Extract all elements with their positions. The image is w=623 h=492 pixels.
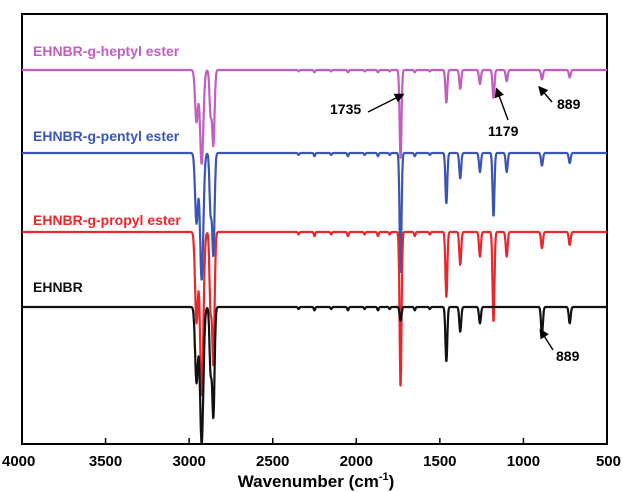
peak-annotations: 1735 1179 889 889 [330, 85, 581, 364]
spectrum-traces [21, 68, 608, 445]
x-axis-ticks: 4000 3500 3000 2500 2000 1500 1000 500 [2, 438, 621, 470]
series-label-4: EHNBR [33, 279, 83, 295]
annotation-arrow-1 [367, 93, 405, 113]
x-tick-label-2500: 2500 [256, 453, 289, 470]
series-label-2: EHNBR-g-pentyl ester [33, 128, 180, 144]
x-axis-label-close: ) [389, 472, 395, 491]
x-axis-label-main: Wavenumber (cm [238, 472, 379, 491]
x-tick-label-2000: 2000 [340, 453, 373, 470]
x-tick-label-4000: 4000 [2, 453, 35, 470]
x-tick-label-1000: 1000 [507, 453, 540, 470]
annotation-label-4: 889 [556, 348, 580, 364]
spectrum-line-1 [21, 68, 608, 165]
annotation-arrow-3 [538, 85, 553, 103]
plot-frame [21, 13, 608, 445]
spectrum-line-2 [21, 151, 608, 281]
x-tick-label-1500: 1500 [423, 453, 456, 470]
series-label-3: EHNBR-g-propyl ester [33, 212, 181, 228]
x-tick-label-3500: 3500 [89, 453, 122, 470]
annotation-label-3: 889 [557, 96, 581, 112]
series-label-1: EHNBR-g-heptyl ester [33, 43, 180, 59]
spectrum-line-4 [21, 305, 608, 445]
spectrum-line-3 [21, 230, 608, 397]
annotation-arrow-4 [539, 328, 554, 351]
series-labels: EHNBR-g-heptyl ester EHNBR-g-pentyl ester… [33, 43, 181, 295]
annotation-label-2: 1179 [488, 123, 519, 139]
x-axis-label: Wavenumber (cm-1) [238, 471, 395, 491]
x-tick-label-500: 500 [596, 453, 621, 470]
x-tick-label-3000: 3000 [172, 453, 205, 470]
annotation-arrow-2 [494, 87, 509, 121]
annotation-label-1: 1735 [330, 101, 361, 117]
x-axis-label-superscript: -1 [379, 471, 389, 483]
